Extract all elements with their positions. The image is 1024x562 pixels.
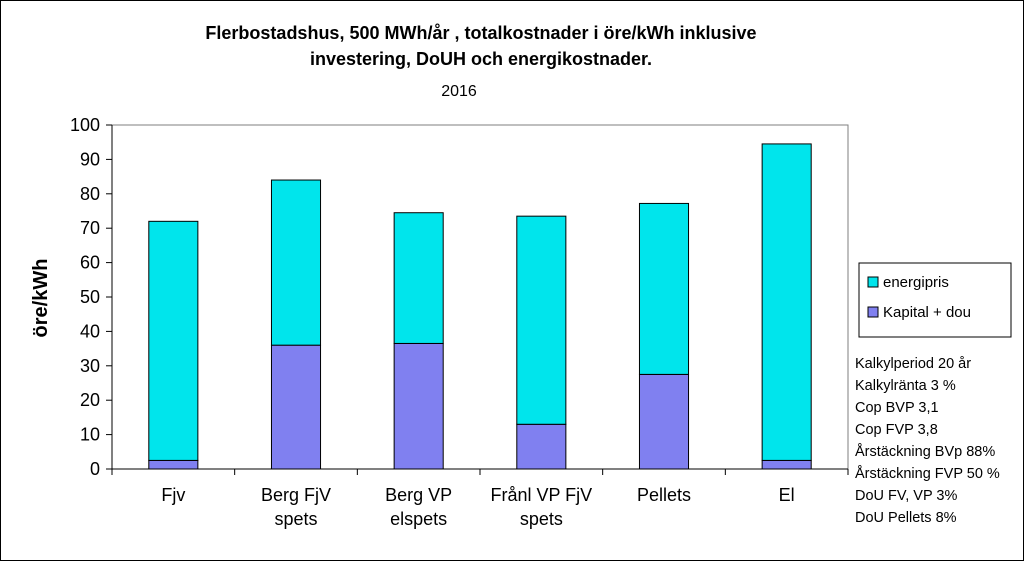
assumption-notes: Kalkylperiod 20 år Kalkylränta 3 % Cop BVP… bbox=[855, 356, 1000, 526]
y-tick-label: 50 bbox=[80, 287, 100, 307]
bar-energipris bbox=[638, 202, 690, 375]
note-line: Cop FVP 3,8 bbox=[855, 422, 938, 438]
legend-label: energipris bbox=[883, 274, 949, 291]
bar-kapital-dou bbox=[148, 459, 199, 470]
category-labels: Fjv Berg FjV spets Berg VP elspets Frånl VP F… bbox=[161, 485, 794, 529]
x-tick-label: Pellets bbox=[637, 485, 691, 505]
bar-energipris bbox=[393, 212, 444, 344]
note-line: DoU Pellets 8% bbox=[855, 510, 957, 526]
note-line: Kalkylränta 3 % bbox=[855, 378, 956, 394]
x-tick-label: Berg VP bbox=[385, 485, 452, 505]
bar-energipris bbox=[148, 220, 199, 461]
bar-kapital-dou bbox=[270, 344, 322, 470]
note-line: DoU FV, VP 3% bbox=[855, 488, 957, 504]
x-tick-label: El bbox=[779, 485, 795, 505]
y-tick-label: 90 bbox=[80, 149, 100, 169]
chart-title-line-2: investering, DoUH och energikostnader. bbox=[310, 49, 652, 69]
note-line: Årstäckning FVP 50 % bbox=[855, 465, 1000, 482]
y-axis-label: öre/kWh bbox=[30, 259, 52, 338]
y-tick-label: 30 bbox=[80, 356, 100, 376]
y-tick-label: 80 bbox=[80, 184, 100, 204]
x-axis bbox=[111, 468, 849, 475]
x-tick-label: Frånl VP FjV bbox=[490, 485, 592, 505]
legend-swatch bbox=[867, 276, 879, 288]
y-tick-label: 100 bbox=[70, 115, 100, 135]
y-tick-label: 60 bbox=[80, 253, 100, 273]
y-axis: 0 10 20 30 40 50 60 70 80 90 100 bbox=[70, 115, 113, 479]
legend-swatch bbox=[867, 306, 879, 318]
bar-kapital-dou bbox=[516, 423, 567, 470]
plot-area bbox=[111, 124, 849, 470]
y-tick-label: 40 bbox=[80, 321, 100, 341]
x-tick-label: spets bbox=[520, 509, 563, 529]
x-tick-label: Berg FjV bbox=[261, 485, 331, 505]
legend-label: Kapital + dou bbox=[883, 304, 971, 321]
bar-energipris bbox=[516, 215, 567, 425]
y-tick-label: 10 bbox=[80, 425, 100, 445]
bar-kapital-dou bbox=[761, 459, 812, 470]
bars bbox=[148, 143, 812, 470]
legend: energipris Kapital + dou bbox=[858, 262, 1012, 338]
y-tick-label: 0 bbox=[90, 459, 100, 479]
bar-kapital-dou bbox=[393, 342, 444, 470]
bar-energipris bbox=[761, 143, 812, 461]
y-tick-label: 70 bbox=[80, 218, 100, 238]
x-tick-label: elspets bbox=[390, 509, 447, 529]
legend-box bbox=[858, 262, 1012, 338]
x-tick-label: spets bbox=[274, 509, 317, 529]
y-tick-label: 20 bbox=[80, 390, 100, 410]
x-tick-label: Fjv bbox=[161, 485, 185, 505]
note-line: Årstäckning BVp 88% bbox=[855, 443, 995, 460]
bar-kapital-dou bbox=[638, 373, 690, 470]
note-line: Kalkylperiod 20 år bbox=[855, 356, 971, 372]
chart-title-line-1: Flerbostadshus, 500 MWh/år , totalkostna… bbox=[205, 23, 756, 43]
chart-subtitle: 2016 bbox=[441, 83, 477, 100]
note-line: Cop BVP 3,1 bbox=[855, 400, 939, 416]
chart-title: Flerbostadshus, 500 MWh/år , totalkostna… bbox=[205, 23, 756, 69]
bar-energipris bbox=[270, 179, 322, 346]
